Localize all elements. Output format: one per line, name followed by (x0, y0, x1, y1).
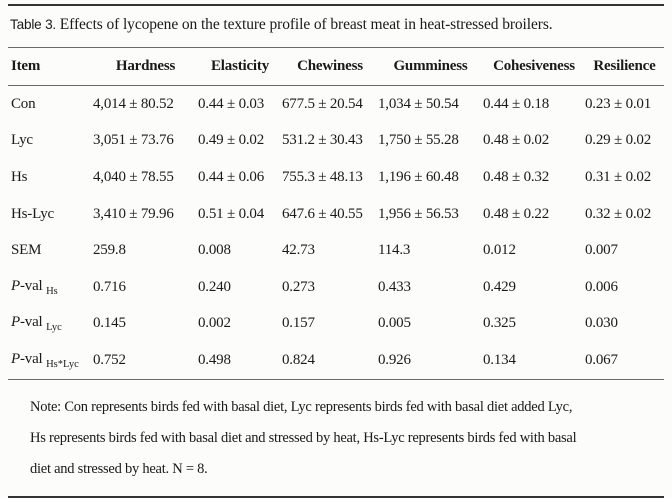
cell-value: 677.5 ± 20.54 (282, 95, 363, 112)
table-bottom-rule (8, 378, 664, 380)
cell-value: 0.29 ± 0.02 (585, 132, 652, 149)
cell-value: 259.8 (93, 242, 126, 259)
cell-value: 0.006 (585, 278, 618, 295)
cell-value: 0.48 ± 0.22 (483, 205, 550, 222)
table-row: P-val Hs*Lyc 0.752 0.498 0.824 0.926 0.134 0.0… (8, 342, 664, 379)
table-row: Hs-Lyc 3,410 ± 79.96 0.51 ± 0.04 647.6 ± 40… (8, 196, 664, 233)
row-label: Hs (11, 168, 28, 185)
caption-divider-rule (8, 47, 664, 48)
cell-value: 0.498 (198, 351, 231, 368)
table-row: P-val Hs 0.716 0.240 0.273 0.433 0.429 0.006 (8, 269, 664, 306)
cell-value: 0.145 (93, 315, 126, 332)
row-label-subscript: Lyc (46, 322, 62, 334)
cell-value: 0.51 ± 0.04 (198, 205, 265, 222)
column-header-chewiness: Chewiness (282, 48, 378, 86)
page-bottom-rule (8, 495, 664, 498)
cell-value: 0.325 (483, 315, 516, 332)
cell-value: 0.030 (585, 315, 618, 332)
cell-value: 0.48 ± 0.02 (483, 132, 550, 149)
cell-value: 3,410 ± 79.96 (93, 205, 174, 222)
row-label-subscript: Hs*Lyc (46, 358, 79, 370)
row-label: P-val Hs (11, 277, 58, 297)
cell-value: 0.44 ± 0.18 (483, 95, 550, 112)
cell-value: 0.824 (282, 351, 315, 368)
column-header-gumminess: Gumminess (378, 48, 483, 86)
row-label: Con (11, 95, 36, 112)
row-label: P-val Hs*Lyc (11, 350, 79, 370)
cell-value: 0.008 (198, 242, 231, 259)
cell-value: 647.6 ± 40.55 (282, 205, 363, 222)
note-line: Note: Con represents birds fed with basa… (30, 398, 573, 415)
cell-value: 0.716 (93, 278, 126, 295)
cell-value: 531.2 ± 30.43 (282, 132, 363, 149)
row-label-italic: P (11, 350, 20, 367)
note-line: Hs represents birds fed with basal diet … (30, 429, 577, 446)
column-header-resilience: Resilience (585, 48, 664, 86)
row-label: Hs-Lyc (11, 205, 54, 222)
cell-value: 0.002 (198, 315, 231, 332)
cell-value: 0.48 ± 0.32 (483, 168, 550, 185)
table-row: P-val Lyc 0.145 0.002 0.157 0.005 0.325 0.030 (8, 306, 664, 343)
row-label-italic: P (11, 277, 20, 294)
cell-value: 0.44 ± 0.06 (198, 168, 265, 185)
row-label: Lyc (11, 132, 33, 149)
cell-value: 114.3 (378, 242, 411, 259)
cell-value: 0.433 (378, 278, 411, 295)
cell-value: 4,040 ± 78.55 (93, 168, 174, 185)
cell-value: 0.44 ± 0.03 (198, 95, 265, 112)
row-label: P-val Lyc (11, 314, 62, 334)
table-row: Hs 4,040 ± 78.55 0.44 ± 0.06 755.3 ± 48.13 1… (8, 159, 664, 196)
cell-value: 0.012 (483, 242, 516, 259)
table-caption: Table 3. Effects of lycopene on the text… (8, 6, 664, 47)
cell-value: 0.429 (483, 278, 516, 295)
column-header-elasticity: Elasticity (198, 48, 282, 86)
cell-value: 0.134 (483, 351, 516, 368)
cell-value: 1,034 ± 50.54 (378, 95, 459, 112)
cell-value: 3,051 ± 73.76 (93, 132, 174, 149)
cell-value: 755.3 ± 48.13 (282, 168, 363, 185)
cell-value: 0.49 ± 0.02 (198, 132, 265, 149)
table-row: Lyc 3,051 ± 73.76 0.49 ± 0.02 531.2 ± 30.43… (8, 123, 664, 160)
table-caption-label: Table 3. (10, 17, 57, 32)
cell-value: 0.32 ± 0.02 (585, 205, 652, 222)
row-label: SEM (11, 242, 42, 259)
cell-value: 0.31 ± 0.02 (585, 168, 652, 185)
column-header-item: Item (8, 48, 93, 86)
table-body: Con 4,014 ± 80.52 0.44 ± 0.03 677.5 ± 20.54… (8, 86, 664, 379)
cell-value: 0.067 (585, 351, 618, 368)
table-caption-text: Effects of lycopene on the texture profi… (59, 16, 553, 33)
row-label-subscript: Hs (46, 285, 58, 297)
table-note: Note: Con represents birds fed with basa… (8, 380, 664, 485)
note-line: diet and stressed by heat. N = 8. (30, 460, 208, 477)
cell-value: 0.157 (282, 315, 315, 332)
table-row: SEM 259.8 0.008 42.73 114.3 0.012 0.007 (8, 232, 664, 269)
cell-value: 42.73 (282, 242, 315, 259)
cell-value: 0.007 (585, 242, 618, 259)
table-top-rule (8, 4, 664, 6)
cell-value: 0.005 (378, 315, 411, 332)
cell-value: 0.926 (378, 351, 411, 368)
row-label-italic: P (11, 314, 20, 331)
column-header-hardness: Hardness (93, 48, 198, 86)
cell-value: 1,956 ± 56.53 (378, 205, 459, 222)
table-row: Con 4,014 ± 80.52 0.44 ± 0.03 677.5 ± 20.54… (8, 86, 664, 123)
cell-value: 0.23 ± 0.01 (585, 95, 652, 112)
cell-value: 0.752 (93, 351, 126, 368)
table-header-row: Item Hardness Elasticity Chewiness Gumminess… (8, 48, 664, 86)
cell-value: 0.273 (282, 278, 315, 295)
cell-value: 4,014 ± 80.52 (93, 95, 174, 112)
cell-value: 1,750 ± 55.28 (378, 132, 459, 149)
cell-value: 0.240 (198, 278, 231, 295)
cell-value: 1,196 ± 60.48 (378, 168, 459, 185)
column-header-cohesiveness: Cohesiveness (483, 48, 585, 86)
texture-profile-table: Item Hardness Elasticity Chewiness Gumminess… (8, 48, 664, 379)
